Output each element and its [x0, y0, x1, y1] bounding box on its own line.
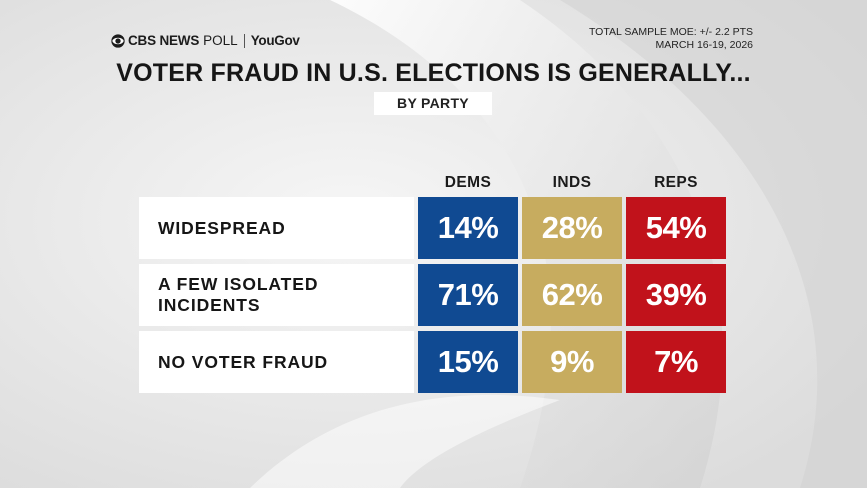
cell-isolated-reps: 39%	[626, 264, 726, 326]
cell-isolated-dems: 71%	[418, 264, 518, 326]
moe-text: TOTAL SAMPLE MOE: +/- 2.2 PTS	[588, 26, 753, 38]
row-label-text: A FEW ISOLATED INCIDENTS	[158, 274, 319, 315]
column-header-reps: REPS	[654, 174, 698, 191]
row-label-widespread: WIDESPREAD	[139, 197, 414, 259]
row-label-text: NO VOTER FRAUD	[158, 351, 329, 372]
chart-subtitle: BY PARTY	[374, 92, 492, 115]
cell-widespread-dems: 14%	[418, 197, 518, 259]
row-label-no-fraud: NO VOTER FRAUD	[139, 331, 414, 393]
cell-widespread-reps: 54%	[626, 197, 726, 259]
brand-network: CBS NEWS	[128, 33, 200, 48]
cbs-eye-icon	[111, 33, 125, 48]
brand-logo: CBS NEWS POLL YouGov	[111, 33, 300, 48]
cell-no-fraud-reps: 7%	[626, 331, 726, 393]
brand-divider	[243, 33, 245, 48]
row-label-text: WIDESPREAD	[158, 217, 286, 238]
column-header-dems: DEMS	[444, 174, 492, 191]
poll-dates: MARCH 16-19, 2026	[655, 39, 753, 51]
column-header-inds: INDS	[552, 174, 592, 191]
cell-isolated-inds: 62%	[522, 264, 622, 326]
cell-widespread-inds: 28%	[522, 197, 622, 259]
brand-partner: YouGov	[250, 33, 300, 48]
cell-no-fraud-inds: 9%	[522, 331, 622, 393]
cell-no-fraud-dems: 15%	[418, 331, 518, 393]
brand-poll: POLL	[203, 33, 238, 48]
sample-info: TOTAL SAMPLE MOE: +/- 2.2 PTS MARCH 16-1…	[589, 26, 753, 52]
chart-title: VOTER FRAUD IN U.S. ELECTIONS IS GENERAL…	[116, 59, 751, 87]
row-label-isolated: A FEW ISOLATED INCIDENTS	[139, 264, 414, 326]
